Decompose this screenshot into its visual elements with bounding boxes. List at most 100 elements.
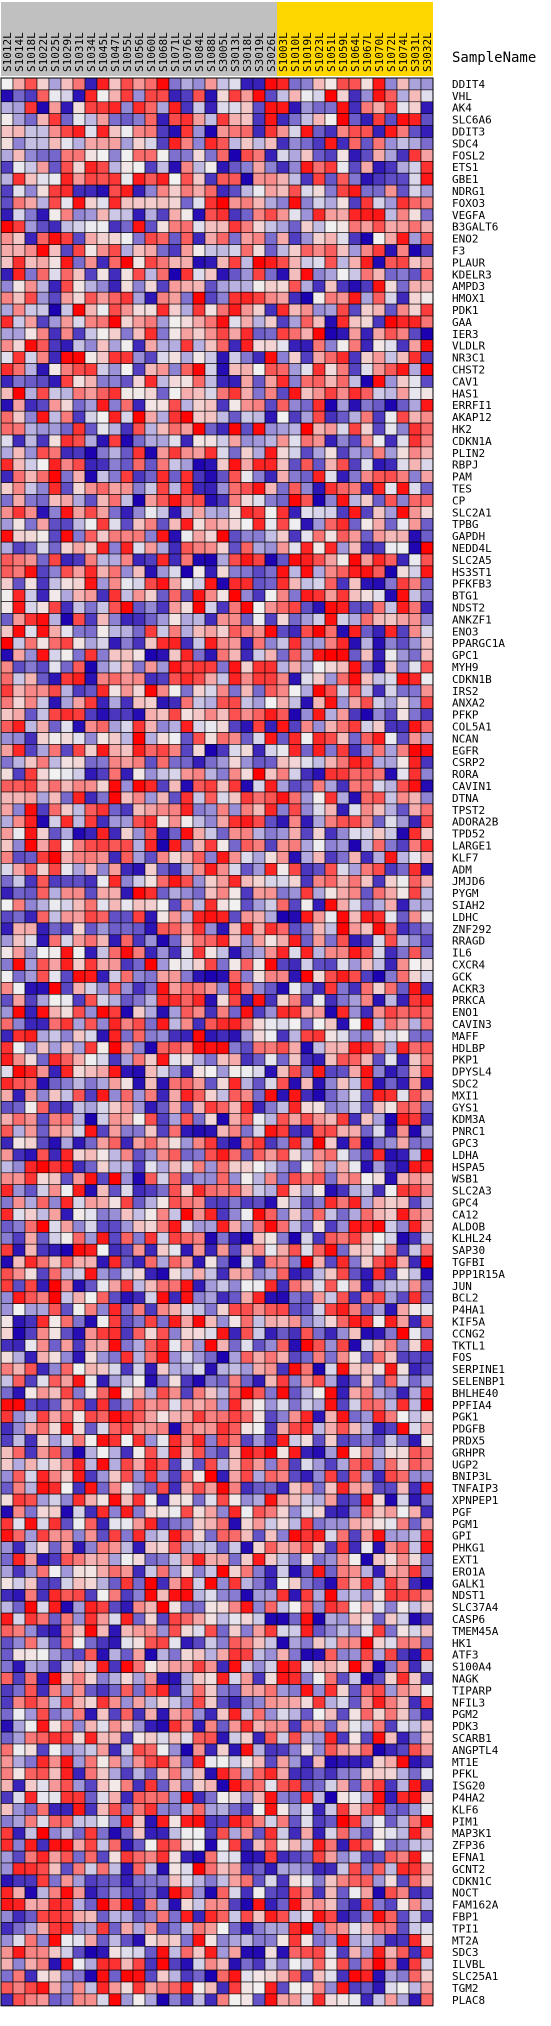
heatmap-cell [264, 1410, 278, 1424]
heatmap-cell [144, 232, 158, 245]
heatmap-cell [144, 958, 158, 971]
heatmap-cell [96, 1410, 110, 1424]
heatmap-cell [180, 89, 194, 103]
heatmap-cell [360, 1113, 374, 1126]
heatmap-cell [12, 898, 26, 912]
heatmap-cell [420, 779, 434, 793]
heatmap-cell [228, 125, 242, 138]
heatmap-cell [396, 1684, 410, 1697]
heatmap-cell [72, 1065, 86, 1078]
heatmap-cell [36, 1696, 50, 1709]
heatmap-cell [336, 934, 350, 947]
heatmap-cell [96, 1600, 110, 1614]
heatmap-cell [312, 648, 326, 662]
heatmap-cell [300, 720, 314, 733]
heatmap-cell [312, 1113, 326, 1126]
heatmap-cell [144, 541, 158, 555]
heatmap-cell [204, 1017, 218, 1031]
heatmap-cell [144, 1315, 158, 1328]
heatmap-cell [60, 1708, 74, 1721]
heatmap-cell [192, 1267, 206, 1281]
heatmap-cell [240, 541, 254, 555]
heatmap-cell [192, 1636, 206, 1650]
heatmap-cell [216, 1077, 230, 1090]
heatmap-cell [276, 291, 290, 305]
heatmap-cell [108, 1029, 122, 1043]
heatmap-cell [48, 720, 62, 733]
heatmap-cell [132, 934, 146, 947]
heatmap-cell [60, 256, 74, 269]
heatmap-cell [324, 1315, 338, 1328]
heatmap-cell [264, 1481, 278, 1495]
heatmap-cell [336, 1696, 350, 1709]
heatmap-cell [144, 1136, 158, 1150]
heatmap-cell [204, 1077, 218, 1090]
heatmap-cell [300, 541, 314, 555]
heatmap-cell [132, 684, 146, 698]
heatmap-cell [192, 1553, 206, 1566]
heatmap-cell [384, 1470, 398, 1483]
heatmap-cell [360, 922, 374, 936]
heatmap-cell [204, 1243, 218, 1257]
heatmap-cell [324, 1339, 338, 1352]
heatmap-cell [240, 1279, 254, 1293]
heatmap-cell [252, 1446, 266, 1459]
heatmap-cell [336, 1184, 350, 1197]
heatmap-cell [384, 1255, 398, 1269]
heatmap-cell [120, 1124, 134, 1138]
heatmap-cell [372, 732, 386, 745]
heatmap-cell [420, 613, 434, 626]
heatmap-cell [84, 77, 98, 91]
heatmap-cell [132, 648, 146, 662]
heatmap-cell [36, 720, 50, 733]
heatmap-cell [264, 470, 278, 483]
heatmap-cell [180, 660, 194, 674]
heatmap-cell [12, 232, 26, 245]
heatmap-cell [12, 77, 26, 91]
heatmap-cell [264, 1327, 278, 1340]
heatmap-cell [60, 970, 74, 983]
heatmap-cell [228, 1136, 242, 1150]
heatmap-cell [228, 565, 242, 579]
heatmap-cell [240, 1267, 254, 1281]
heatmap-cell [0, 886, 14, 900]
heatmap-cell [312, 1124, 326, 1138]
heatmap-cell [264, 1208, 278, 1221]
heatmap-cell [396, 732, 410, 745]
heatmap-cell [228, 375, 242, 388]
heatmap-cell [396, 77, 410, 91]
heatmap-cell [24, 1624, 38, 1638]
heatmap-cell [108, 684, 122, 698]
heatmap-cell [228, 1529, 242, 1543]
heatmap-cell [168, 1505, 182, 1519]
heatmap-cell [108, 1351, 122, 1364]
heatmap-cell [372, 803, 386, 817]
heatmap-cell [276, 279, 290, 293]
heatmap-cell [276, 1220, 290, 1233]
heatmap-cell [156, 1279, 170, 1293]
heatmap-cell [48, 1303, 62, 1316]
heatmap-cell [96, 863, 110, 876]
heatmap-cell [228, 1113, 242, 1126]
heatmap-cell [0, 482, 14, 495]
heatmap-cell [372, 553, 386, 567]
heatmap-cell [84, 1660, 98, 1673]
heatmap-cell [48, 1660, 62, 1673]
heatmap-cell [420, 1017, 434, 1031]
heatmap-cell [0, 851, 14, 864]
heatmap-cell [120, 1374, 134, 1388]
heatmap-cell [168, 1291, 182, 1305]
heatmap-cell [24, 529, 38, 543]
heatmap-cell [312, 303, 326, 317]
heatmap-cell [264, 696, 278, 709]
heatmap-cell [252, 1291, 266, 1305]
heatmap-cell [60, 279, 74, 293]
heatmap-cell [372, 958, 386, 971]
heatmap-cell [192, 874, 206, 888]
heatmap-cell [204, 648, 218, 662]
heatmap-cell [288, 1624, 302, 1638]
heatmap-cell [252, 1708, 266, 1721]
heatmap-cell [180, 279, 194, 293]
heatmap-cell [300, 565, 314, 579]
